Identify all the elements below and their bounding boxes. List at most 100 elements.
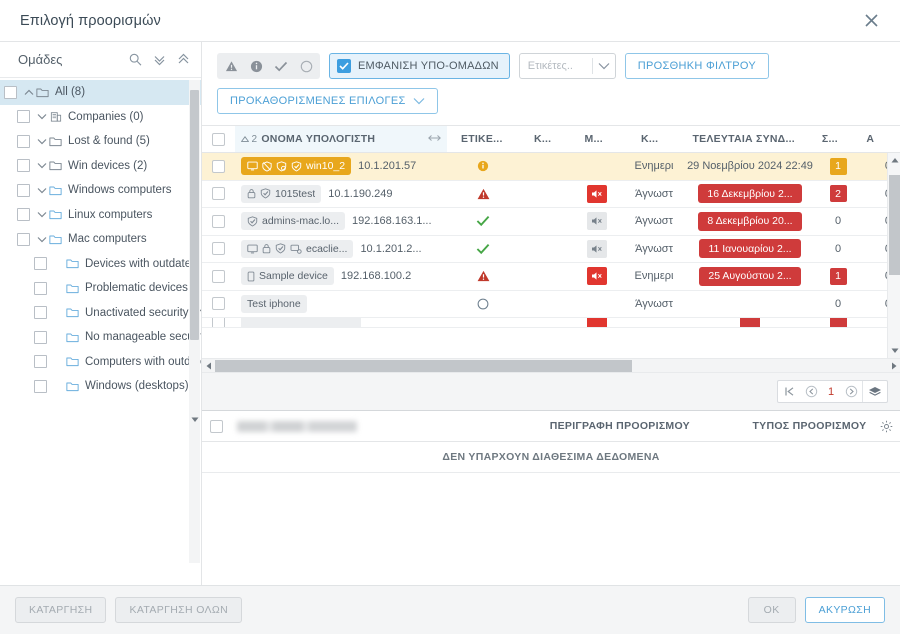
check-icon[interactable]: [273, 58, 289, 74]
destination-description-column[interactable]: ΠΕΡΙΓΡΑΦΗ ΠΡΟΟΡΙΣΜΟΥ: [549, 420, 690, 432]
select-all-checkbox[interactable]: [202, 126, 235, 152]
close-icon[interactable]: [858, 8, 884, 34]
ok-button[interactable]: OK: [747, 597, 796, 623]
cell-computer-name[interactable]: 1015test 10.1.190.249: [235, 181, 447, 208]
group-checkbox[interactable]: [17, 159, 30, 173]
sidebar-item[interactable]: All (8): [0, 80, 201, 105]
column-resize-handle[interactable]: [427, 133, 441, 145]
destinations-select-all-checkbox[interactable]: [202, 419, 231, 433]
collapse-all-icon[interactable]: [152, 52, 167, 67]
circle-outline-icon[interactable]: [298, 58, 314, 74]
chevron-down-icon[interactable]: [35, 138, 48, 145]
sidebar-item[interactable]: Computers with outdated op: [0, 350, 201, 375]
device-chip[interactable]: admins-mac.lo...: [241, 212, 346, 231]
sidebar-scrollbar[interactable]: [189, 80, 200, 563]
group-checkbox[interactable]: [17, 110, 30, 124]
group-checkbox[interactable]: [34, 355, 47, 369]
hscroll-track[interactable]: [215, 359, 887, 372]
sidebar-item[interactable]: Mac computers: [0, 227, 201, 252]
cancel-button[interactable]: ΑΚΥΡΩΣΗ: [804, 597, 885, 623]
column-header-name[interactable]: 2 ΟΝΟΜΑ ΥΠΟΛΟΓΙΣΤΗ: [234, 126, 447, 152]
prev-page-icon[interactable]: [800, 381, 822, 402]
group-checkbox[interactable]: [4, 85, 17, 99]
layers-icon[interactable]: [863, 381, 887, 402]
device-chip[interactable]: [241, 318, 361, 327]
chevron-down-icon[interactable]: [35, 211, 48, 218]
info-circle-icon[interactable]: [248, 58, 264, 74]
table-row-partial[interactable]: [202, 318, 900, 328]
sidebar-item[interactable]: Linux computers: [0, 203, 201, 228]
cell-computer-name[interactable]: admins-mac.lo... 192.168.163.1...: [235, 208, 447, 235]
group-checkbox[interactable]: [34, 379, 47, 393]
hscroll-left-icon[interactable]: [202, 359, 215, 373]
device-chip[interactable]: Sample device: [241, 267, 334, 286]
destination-name-column[interactable]: [231, 420, 493, 432]
table-row[interactable]: win10_2 10.1.201.57 Ενημερι 29 Νοεμβρίου 20…: [202, 153, 900, 181]
column-header-lastconn[interactable]: ΤΕΛΕΥΤΑΙΑ ΣΥΝΔ...: [680, 126, 807, 152]
device-chip[interactable]: 1015test: [241, 184, 322, 203]
sidebar-item[interactable]: Problematic devices: [0, 276, 201, 301]
warning-triangle-icon[interactable]: [223, 58, 239, 74]
sidebar-item[interactable]: Windows (desktops): [0, 374, 201, 399]
sidebar-scroll-down-icon[interactable]: [189, 414, 200, 426]
group-checkbox[interactable]: [34, 257, 47, 271]
column-header-c1[interactable]: Κ...: [517, 126, 568, 152]
tags-input[interactable]: Ετικέτες..: [518, 53, 616, 79]
hscroll-thumb[interactable]: [215, 359, 632, 372]
first-page-icon[interactable]: [778, 381, 800, 402]
page-number[interactable]: 1: [827, 385, 835, 398]
table-scroll-up-icon[interactable]: [888, 153, 900, 167]
next-page-icon[interactable]: [840, 381, 862, 402]
group-checkbox[interactable]: [34, 281, 47, 295]
table-row[interactable]: Test iphoneΆγνωστ00: [202, 291, 900, 318]
sidebar-scrollbar-thumb[interactable]: [190, 90, 199, 340]
row-checkbox[interactable]: [202, 208, 235, 235]
chevron-up-icon[interactable]: [22, 89, 35, 96]
table-row[interactable]: admins-mac.lo... 192.168.163.1... Άγνωστ 8 …: [202, 208, 900, 236]
table-settings-gear-icon[interactable]: [888, 126, 900, 152]
groups-tree[interactable]: All (8) Companies (0) Lost & found (5) Win …: [0, 78, 201, 585]
table-scroll-down-icon[interactable]: [888, 344, 900, 358]
group-checkbox[interactable]: [34, 330, 47, 344]
gear-icon[interactable]: [872, 420, 900, 433]
row-checkbox[interactable]: [202, 263, 235, 290]
sidebar-item[interactable]: Win devices (2): [0, 154, 201, 179]
device-chip[interactable]: ecaclie...: [241, 239, 354, 258]
device-chip[interactable]: Test iphone: [241, 294, 307, 313]
group-checkbox[interactable]: [17, 183, 30, 197]
row-checkbox[interactable]: [202, 236, 235, 263]
sidebar-item[interactable]: Windows computers: [0, 178, 201, 203]
sidebar-item[interactable]: Devices with outdated modul: [0, 252, 201, 277]
hscroll-right-icon[interactable]: [887, 359, 900, 373]
group-checkbox[interactable]: [34, 306, 47, 320]
devices-table-body[interactable]: win10_2 10.1.201.57 Ενημερι 29 Νοεμβρίου 20…: [202, 153, 900, 358]
destination-type-column[interactable]: ΤΥΠΟΣ ΠΡΟΟΡΙΣΜΟΥ: [752, 420, 867, 432]
sidebar-item[interactable]: Unactivated security product: [0, 301, 201, 326]
sidebar-item[interactable]: Lost & found (5): [0, 129, 201, 154]
chevron-down-icon[interactable]: [593, 62, 615, 70]
remove-all-button[interactable]: ΚΑΤΑΡΓΗΣΗ ΟΛΩΝ: [115, 597, 243, 623]
sidebar-item[interactable]: No manageable security proc: [0, 325, 201, 350]
chevron-down-icon[interactable]: [35, 236, 48, 243]
cell-computer-name[interactable]: Test iphone: [235, 291, 447, 318]
table-row[interactable]: ecaclie... 10.1.201.2... Άγνωστ 11 Ιανουαρί…: [202, 236, 900, 263]
table-row[interactable]: Sample device 192.168.100.2 Ενημερι 25 Αυγο…: [202, 263, 900, 291]
search-icon[interactable]: [128, 52, 143, 67]
chevron-down-icon[interactable]: [35, 162, 48, 169]
column-header-c2[interactable]: Μ...: [568, 126, 619, 152]
column-header-c5[interactable]: Α: [853, 126, 888, 152]
cell-computer-name[interactable]: [235, 318, 447, 327]
device-chip[interactable]: win10_2: [241, 157, 352, 176]
sidebar-item[interactable]: Companies (0): [0, 105, 201, 130]
remove-button[interactable]: ΚΑΤΑΡΓΗΣΗ: [15, 597, 107, 623]
chevron-down-icon[interactable]: [35, 113, 48, 120]
group-checkbox[interactable]: [17, 232, 30, 246]
row-checkbox[interactable]: [202, 318, 235, 327]
column-header-c3[interactable]: Κ...: [619, 126, 680, 152]
add-filter-button[interactable]: ΠΡΟΣΘΗΚΗ ΦΙΛΤΡΟΥ: [624, 53, 770, 79]
cell-computer-name[interactable]: Sample device 192.168.100.2: [235, 263, 447, 290]
column-header-tags[interactable]: ΕΤΙΚΕ...: [447, 126, 518, 152]
row-checkbox[interactable]: [202, 181, 235, 208]
table-row[interactable]: 1015test 10.1.190.249 Άγνωστ 16 Δεκεμβρίου …: [202, 181, 900, 208]
expand-all-icon[interactable]: [176, 52, 191, 67]
